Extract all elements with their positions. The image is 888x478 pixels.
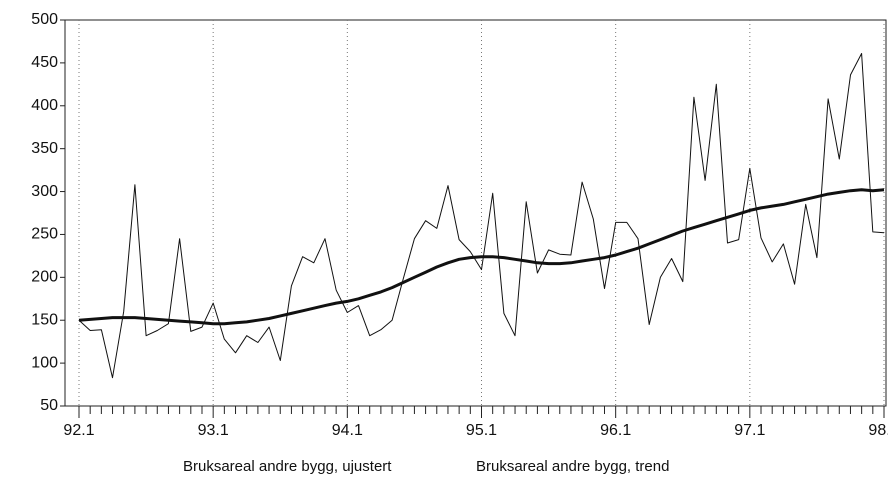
y-tick-label: 100 <box>31 354 58 371</box>
y-tick-label: 450 <box>31 54 58 71</box>
y-tick-label: 300 <box>31 183 58 200</box>
x-tick-label: 98.1 <box>868 422 888 439</box>
legend-label: Bruksareal andre bygg, trend <box>476 458 669 475</box>
x-tick-label: 92.1 <box>63 422 94 439</box>
plot-frame <box>64 19 887 407</box>
y-tick-label: 350 <box>31 140 58 157</box>
x-tick-label: 94.1 <box>332 422 363 439</box>
x-tick-label: 97.1 <box>734 422 765 439</box>
x-tick-label: 95.1 <box>466 422 497 439</box>
x-tick-label: 93.1 <box>198 422 229 439</box>
legend-label: Bruksareal andre bygg, ujustert <box>183 458 392 475</box>
y-tick-label: 250 <box>31 226 58 243</box>
y-tick-label: 150 <box>31 311 58 328</box>
x-tick-label: 96.1 <box>600 422 631 439</box>
series-line <box>78 53 885 379</box>
y-tick-label: 200 <box>31 269 58 286</box>
y-tick-label: 50 <box>40 397 58 414</box>
series-line <box>78 188 885 326</box>
y-tick-label: 500 <box>31 11 58 28</box>
y-tick-label: 400 <box>31 97 58 114</box>
